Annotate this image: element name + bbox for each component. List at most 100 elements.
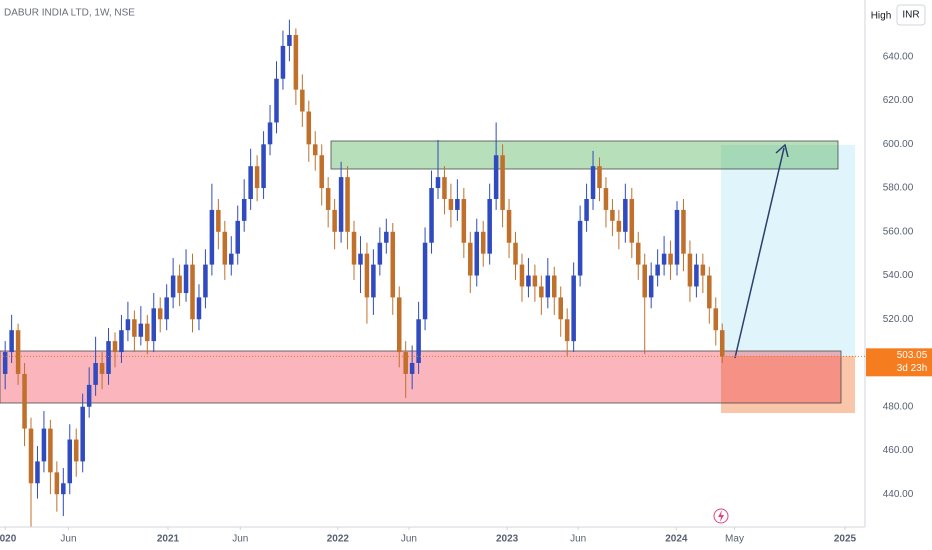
candle-body xyxy=(157,308,163,320)
candle-body xyxy=(648,275,654,298)
candle-body xyxy=(338,177,344,232)
candle-body xyxy=(603,188,609,210)
arrow-head xyxy=(775,143,789,158)
candle-body xyxy=(93,362,98,385)
x-tick-label: Jun xyxy=(401,534,417,545)
candle-body xyxy=(280,45,286,79)
candle-body xyxy=(235,220,240,254)
candle-body xyxy=(429,188,434,243)
candle-body xyxy=(668,253,673,265)
candle-body xyxy=(351,231,357,265)
candle-body xyxy=(371,264,376,298)
overlay xyxy=(734,143,789,359)
time-axis xyxy=(0,527,932,550)
candle-body xyxy=(558,297,563,320)
candle-body xyxy=(28,428,34,484)
candle-body xyxy=(9,330,14,353)
candle-body xyxy=(377,242,383,265)
candle-body xyxy=(254,166,260,189)
candle-body xyxy=(674,209,680,265)
y-tick-label: 580.00 xyxy=(883,183,914,194)
event-bolt xyxy=(718,510,724,522)
candle-body xyxy=(80,406,85,462)
x-tick-label: 2022 xyxy=(327,534,350,545)
candle-body xyxy=(442,177,447,199)
candle-body xyxy=(274,78,279,123)
projection-arrow xyxy=(734,147,785,359)
candle-body xyxy=(694,264,699,287)
candle-body xyxy=(138,323,144,337)
candle-body xyxy=(642,264,647,298)
candle-body xyxy=(209,209,215,265)
candle-body xyxy=(480,231,486,254)
y-tick-label: 640.00 xyxy=(883,51,914,62)
candle-body xyxy=(67,439,73,484)
candle-body xyxy=(345,177,350,232)
candle-body xyxy=(493,155,499,199)
candle-body xyxy=(513,242,518,265)
chart-title: DABUR INDIA LTD, 1W, NSE xyxy=(4,8,135,19)
price-tag: 503.05 3d 23h xyxy=(0,348,932,377)
candle-body xyxy=(300,89,305,112)
resistance-zone xyxy=(330,140,839,170)
candle-body xyxy=(358,253,363,265)
candle-body xyxy=(700,264,706,276)
candle-body xyxy=(106,341,111,374)
candle-body xyxy=(145,323,150,342)
x-tick-label: 2024 xyxy=(665,534,688,545)
last-price-label: 503.05 xyxy=(897,350,928,361)
candle-body xyxy=(487,198,492,254)
candle-body xyxy=(325,188,331,210)
candle-body xyxy=(455,198,460,210)
x-tick-label: 2025 xyxy=(834,534,857,545)
y-tick-label: 600.00 xyxy=(883,139,914,150)
candle-body xyxy=(552,275,557,298)
high-button[interactable]: High xyxy=(871,11,892,22)
candles xyxy=(2,19,725,527)
y-tick-label: 540.00 xyxy=(883,270,914,281)
candle-body xyxy=(623,198,628,232)
candle-body xyxy=(422,242,428,320)
candle-body xyxy=(2,352,8,374)
candle-body xyxy=(222,231,228,265)
x-tick-label: Jun xyxy=(570,534,586,545)
stop-zone xyxy=(721,356,855,413)
last-price-box xyxy=(866,348,932,377)
candle-body xyxy=(707,275,712,309)
y-tick-label: 480.00 xyxy=(883,401,914,412)
candle-body xyxy=(364,253,370,298)
candle-body xyxy=(545,275,551,298)
candle-body xyxy=(584,198,589,221)
candle-body xyxy=(384,231,389,243)
x-tick-label: Jun xyxy=(60,534,76,545)
candle-body xyxy=(177,275,182,294)
y-tick-label: 460.00 xyxy=(883,445,914,456)
candle-body xyxy=(661,253,667,265)
candle-body xyxy=(216,209,221,232)
candle-body xyxy=(577,220,583,276)
candle-body xyxy=(151,308,157,342)
candle-body xyxy=(22,373,27,429)
candle-body xyxy=(448,198,454,210)
x-tick-label: Jun xyxy=(232,534,248,545)
y-tick-label: 560.00 xyxy=(883,226,914,237)
price-axis xyxy=(865,0,932,550)
candle-body xyxy=(396,297,402,353)
inr-button-box[interactable] xyxy=(896,4,926,26)
candle-body xyxy=(112,341,118,353)
candle-body xyxy=(713,308,719,331)
candle-body xyxy=(500,155,505,210)
candle-body xyxy=(54,472,60,495)
candle-body xyxy=(526,275,531,287)
candle-body xyxy=(248,166,253,199)
candle-body xyxy=(564,319,570,342)
candle-body xyxy=(99,362,105,374)
x-tick-label: 2021 xyxy=(157,534,180,545)
candle-body xyxy=(635,242,641,265)
candle-body xyxy=(468,242,473,276)
candle-body xyxy=(203,264,208,298)
inr-button[interactable]: INR xyxy=(902,10,919,21)
candle-body xyxy=(241,198,247,221)
candle-body xyxy=(261,144,266,189)
candle-body xyxy=(719,330,725,357)
